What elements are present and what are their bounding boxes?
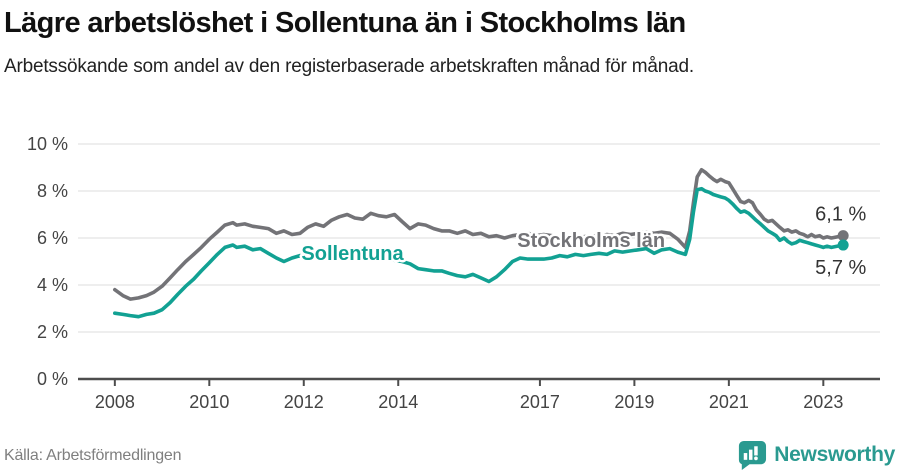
y-axis-tick-label: 4 % (37, 275, 68, 295)
x-axis-tick-label: 2019 (614, 392, 654, 412)
y-axis-tick-label: 2 % (37, 322, 68, 342)
footer: Källa: Arbetsförmedlingen Newsworthy (0, 434, 900, 474)
chart-subtitle: Arbetssökande som andel av den registerb… (4, 55, 694, 77)
x-axis-tick-label: 2023 (803, 392, 843, 412)
x-axis-tick-label: 2017 (520, 392, 560, 412)
x-axis-tick-label: 2008 (95, 392, 135, 412)
series-label-1: Sollentuna (301, 243, 404, 265)
newsworthy-brand: Newsworthy (736, 439, 895, 470)
line-chart: 0 % 2 % 4 % 6 % 8 % 10 % 2008 2010 2012 2014 2017 2… (27, 134, 880, 412)
x-axis-tick-label: 2012 (284, 392, 324, 412)
source-note: Källa: Arbetsförmedlingen (4, 447, 182, 464)
x-axis-tick-label: 2021 (709, 392, 749, 412)
y-axis-tick-label: 8 % (37, 181, 68, 201)
y-axis-tick-label: 0 % (37, 369, 68, 389)
series-end-value-1: 5,7 % (815, 257, 866, 279)
y-axis-tick-label: 6 % (37, 228, 68, 248)
series-label-0: Stockholms län (517, 230, 665, 252)
newsworthy-brand-name: Newsworthy (774, 442, 895, 466)
y-axis-tick-label: 10 % (27, 134, 68, 154)
x-axis-tick-label: 2014 (378, 392, 418, 412)
series-end-dot-1 (837, 239, 849, 251)
series-end-value-0: 6,1 % (815, 204, 866, 226)
page-title: Lägre arbetslöshet i Sollentuna än i Sto… (4, 7, 686, 39)
series-line-0 (113, 168, 845, 301)
series-end-dot-0 (837, 230, 849, 242)
bar-chart-speech-bubble-icon (739, 440, 767, 470)
series-line-1 (113, 186, 845, 319)
x-axis-tick-label: 2010 (189, 392, 229, 412)
